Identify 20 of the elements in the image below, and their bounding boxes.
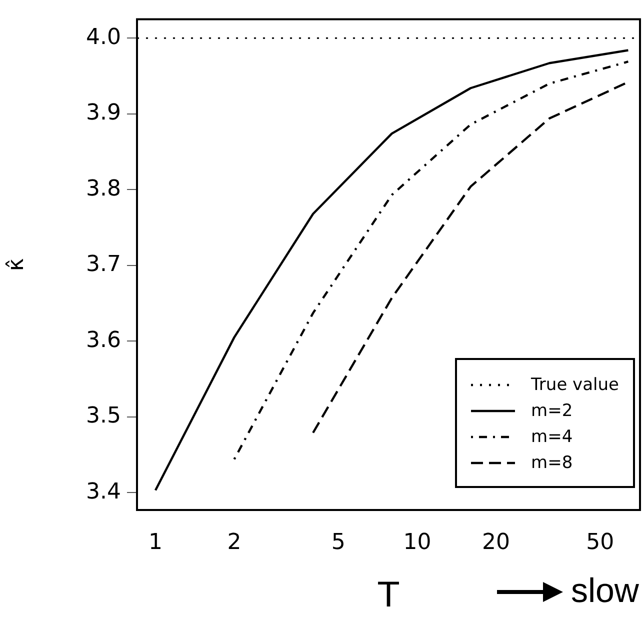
- y-tick-label: 4.0: [86, 24, 121, 50]
- y-tick-label: 3.8: [86, 176, 121, 202]
- x-axis-title: T: [377, 575, 400, 616]
- x-tick-label: 1: [148, 530, 162, 555]
- y-axis-title: κ̂: [4, 258, 29, 272]
- legend-label: m=2: [531, 401, 573, 421]
- y-tick-label: 3.7: [86, 252, 121, 278]
- legend-label: m=4: [531, 427, 573, 447]
- x-tick-label: 5: [331, 530, 346, 555]
- x-tick-label: 10: [403, 530, 432, 555]
- x-tick-label: 2: [227, 530, 242, 555]
- y-tick-label: 3.4: [86, 479, 121, 504]
- y-tick-label: 3.5: [86, 404, 121, 429]
- x-tick-label: 20: [482, 530, 510, 555]
- y-tick-label: 3.9: [86, 100, 121, 126]
- x-tick-label: 50: [586, 530, 614, 555]
- text: slow: [570, 572, 639, 611]
- y-tick-label: 3.6: [86, 328, 121, 353]
- legend-label: m=8: [531, 453, 573, 473]
- legend-label: True value: [531, 375, 619, 395]
